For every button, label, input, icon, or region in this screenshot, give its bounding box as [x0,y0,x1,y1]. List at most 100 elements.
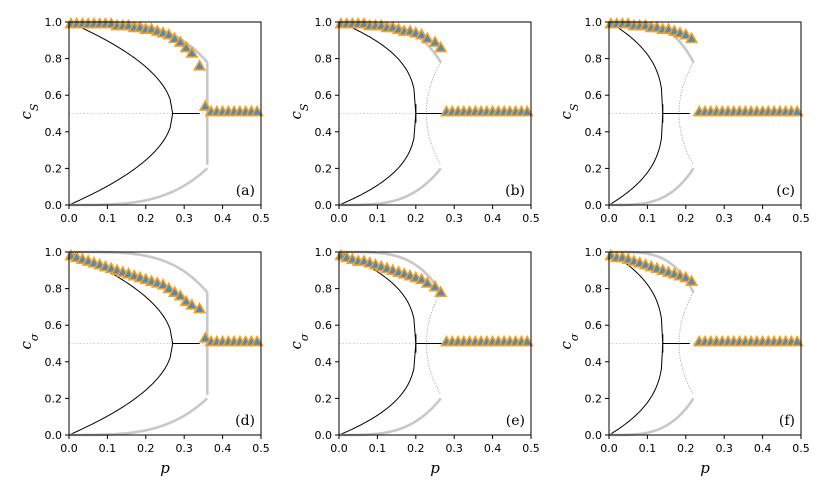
y-axis-label: cS [17,103,41,119]
x-tick-label: 0.3 [715,212,733,225]
x-tick-label: 0.4 [214,212,232,225]
y-axis-label: cσ [557,333,581,349]
panel-b: 0.0 0.1 0.2 0.3 0.4 0.5 0.0 0.2 0.4 0.6 0.8 1.0 cS (b… [287,16,540,225]
data-marker [173,35,187,47]
y-tick-label: 0.2 [45,162,63,175]
y-tick-label: 0.4 [45,356,63,369]
y-axis-label: cσ [287,333,311,349]
y-tick-label: 1.0 [45,16,63,29]
axes-frame [68,21,262,206]
y-tick-label: 0.0 [585,199,603,212]
panel-label: (b) [505,183,525,199]
data-marker [192,59,207,71]
data-marker [156,278,170,290]
x-tick-label: 0.2 [407,442,425,455]
x-tick-label: 0.0 [330,442,348,455]
data-marker [250,334,264,347]
x-tick-label: 0.4 [484,212,502,225]
axes-frame [338,251,532,436]
x-tick-label: 0.2 [677,442,695,455]
y-tick-label: 1.0 [315,246,333,259]
panel-d: 0.0 0.1 0.2 0.3 0.4 0.5 0.0 0.2 0.4 0.6 0.8 1.0 cσ p (… [17,246,270,477]
y-tick-label: 0.0 [315,429,333,442]
x-tick-label: 0.1 [369,442,387,455]
panel-f: 0.0 0.1 0.2 0.3 0.4 0.5 0.0 0.2 0.4 0.6 0.8 1.0 cσ p (… [557,246,810,477]
y-tick-label: 0.0 [45,199,63,212]
data-marker [790,334,804,347]
x-tick-label: 0.5 [792,212,810,225]
data-marker [790,104,804,117]
theory-lower-branch [68,343,174,436]
data-marker [428,35,442,47]
data-marker [420,276,434,288]
y-tick-label: 0.8 [585,283,603,296]
panel-e: 0.0 0.1 0.2 0.3 0.4 0.5 0.0 0.2 0.4 0.6 0.8 1.0 cσ p (… [287,246,540,477]
x-tick-label: 0.3 [445,212,463,225]
y-tick-label: 0.6 [585,89,603,102]
data-marker [414,27,429,40]
y-tick-label: 0.4 [585,126,603,139]
x-tick-label: 0.1 [639,212,657,225]
gray-lower-curve [609,167,695,207]
x-tick-label: 0.2 [137,442,155,455]
data-marker [168,285,182,297]
data-marker [179,40,193,53]
x-tick-label: 0.2 [677,212,695,225]
y-tick-label: 0.8 [45,53,63,66]
y-tick-label: 1.0 [585,246,603,259]
panel-label: (e) [506,413,525,429]
data-marker [679,270,693,283]
y-tick-label: 0.2 [585,162,603,175]
data-marker [414,272,429,285]
x-axis-label: p [700,459,710,477]
data-marker [684,274,699,286]
x-tick-label: 0.0 [60,212,78,225]
x-tick-label: 0.1 [99,212,117,225]
data-marker [434,285,448,297]
theory-lower-branch [68,113,174,206]
gray-lower-curve [339,397,442,437]
y-tick-label: 0.2 [45,392,63,405]
axes-frame [608,21,802,206]
data-marker [420,31,434,44]
gray-lower-curve [69,167,209,207]
data-marker [198,331,212,343]
x-tick-label: 0.3 [445,442,463,455]
gray-unstable-curve [678,292,694,395]
gray-lower-curve [69,397,209,437]
y-axis-label: cS [557,103,581,119]
y-tick-label: 1.0 [315,16,333,29]
gray-unstable-curve [678,62,694,165]
x-tick-label: 0.1 [99,442,117,455]
x-tick-label: 0.0 [330,212,348,225]
data-marker [520,334,534,347]
data-marker [179,294,193,307]
x-tick-label: 0.5 [522,442,540,455]
x-tick-label: 0.0 [60,442,78,455]
y-tick-label: 0.4 [315,356,333,369]
y-tick-label: 0.8 [585,53,603,66]
x-tick-label: 0.3 [715,442,733,455]
x-axis-label: p [160,459,170,477]
x-tick-label: 0.5 [252,212,270,225]
panel-label: (d) [235,413,255,429]
data-marker [185,46,199,58]
panel-c: 0.0 0.1 0.2 0.3 0.4 0.5 0.0 0.2 0.4 0.6 0.8 1.0 cS (c… [557,16,810,225]
panel-label: (c) [776,183,795,199]
panel-label: (f) [779,413,795,429]
x-tick-label: 0.3 [175,212,193,225]
x-tick-label: 0.2 [137,212,155,225]
x-tick-label: 0.0 [600,442,618,455]
panel-label: (a) [236,183,255,199]
data-marker [250,104,264,117]
data-marker [185,298,199,310]
data-marker [428,279,442,292]
data-marker [162,27,176,40]
y-axis-label: cσ [17,333,41,349]
x-tick-label: 0.2 [407,212,425,225]
data-marker [679,27,693,40]
panel-a: 0.0 0.1 0.2 0.3 0.4 0.5 0.0 0.2 0.4 0.6 0.8 1.0 cS (a… [17,16,270,225]
y-tick-label: 0.6 [315,319,333,332]
theory-upper-branch [608,21,664,114]
